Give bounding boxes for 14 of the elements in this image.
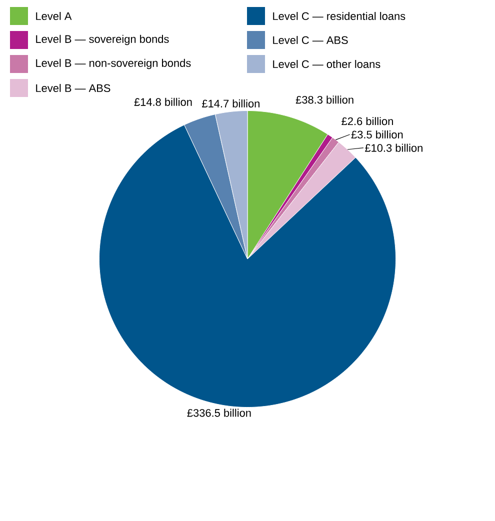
- legend-label: Level C — residential loans: [273, 12, 406, 20]
- data-label: £10.3 billion: [364, 144, 422, 152]
- data-label: £14.7 billion: [202, 99, 260, 108]
- data-label: £38.3 billion: [296, 96, 354, 104]
- data-label: £2.6 billion: [342, 117, 393, 126]
- legend-label: Level B — non-sovereign bonds: [36, 58, 191, 70]
- data-label: £336.5 billion: [187, 408, 251, 417]
- legend-label: Level C — ABS: [273, 36, 348, 44]
- legend-label: Level C — other loans: [273, 60, 380, 68]
- data-label: £14.8 billion: [134, 98, 192, 106]
- data-label: £3.5 billion: [351, 130, 403, 138]
- legend-label: Level B — sovereign bonds: [36, 34, 169, 46]
- legend-label: Level A: [36, 12, 72, 20]
- legend-label: Level B — ABS: [36, 84, 110, 92]
